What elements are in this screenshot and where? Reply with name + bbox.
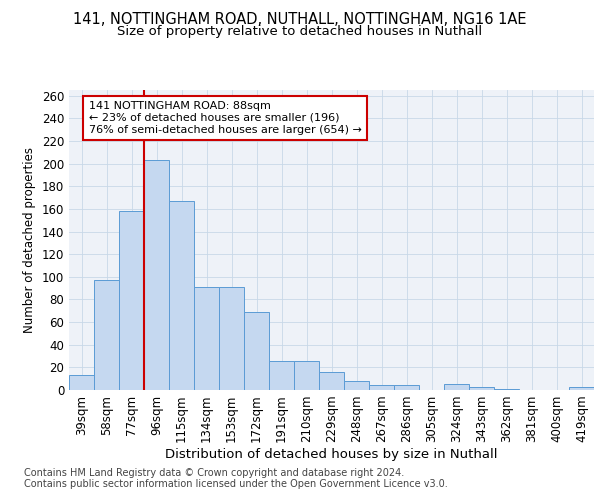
Bar xyxy=(444,384,469,390)
Bar xyxy=(469,386,494,390)
Bar xyxy=(394,386,419,390)
Bar xyxy=(219,287,244,390)
Text: 141 NOTTINGHAM ROAD: 88sqm
← 23% of detached houses are smaller (196)
76% of sem: 141 NOTTINGHAM ROAD: 88sqm ← 23% of deta… xyxy=(89,102,362,134)
Text: Contains public sector information licensed under the Open Government Licence v3: Contains public sector information licen… xyxy=(24,479,448,489)
Bar xyxy=(369,386,394,390)
Y-axis label: Number of detached properties: Number of detached properties xyxy=(23,147,36,333)
Bar xyxy=(194,287,219,390)
Bar xyxy=(119,211,144,390)
Text: Size of property relative to detached houses in Nuthall: Size of property relative to detached ho… xyxy=(118,25,482,38)
Text: Contains HM Land Registry data © Crown copyright and database right 2024.: Contains HM Land Registry data © Crown c… xyxy=(24,468,404,477)
Bar xyxy=(319,372,344,390)
Bar xyxy=(569,386,594,390)
Bar xyxy=(244,312,269,390)
Text: 141, NOTTINGHAM ROAD, NUTHALL, NOTTINGHAM, NG16 1AE: 141, NOTTINGHAM ROAD, NUTHALL, NOTTINGHA… xyxy=(73,12,527,28)
Bar xyxy=(69,376,94,390)
Bar xyxy=(344,381,369,390)
Bar xyxy=(169,201,194,390)
Bar xyxy=(294,360,319,390)
Bar xyxy=(494,389,519,390)
Bar xyxy=(94,280,119,390)
Bar xyxy=(269,360,294,390)
X-axis label: Distribution of detached houses by size in Nuthall: Distribution of detached houses by size … xyxy=(165,448,498,461)
Bar xyxy=(144,160,169,390)
